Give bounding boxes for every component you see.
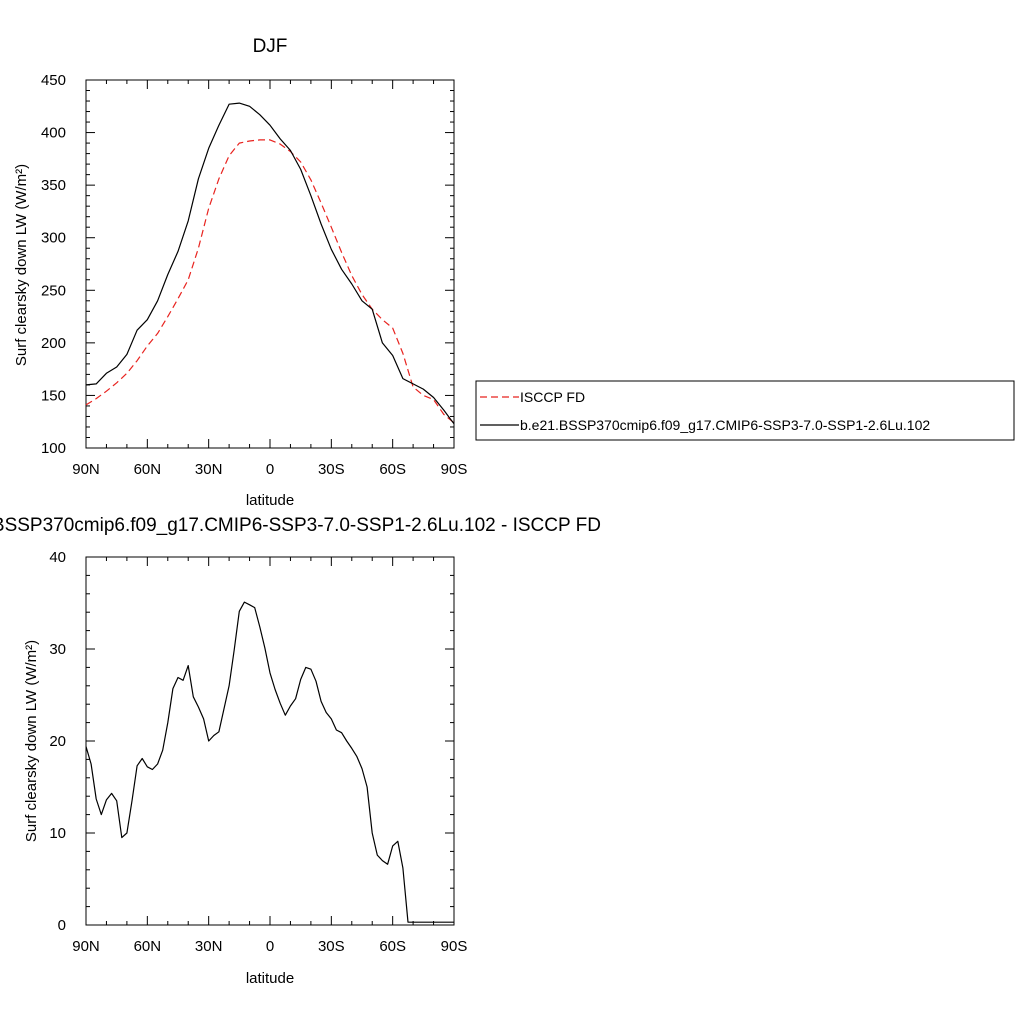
top-chart-y-tick-label: 400 [41,125,66,142]
top-chart-series-line-2 [85,102,455,425]
bottom-chart-title: b.e21.BSSP370cmip6.f09_g17.CMIP6-SSP3-7.… [0,515,601,536]
bottom-chart-x-tick-label: 60N [134,938,162,955]
top-chart-y-tick-label: 250 [41,282,66,299]
top-chart-y-tick-label: 300 [41,230,66,247]
top-chart-y-axis-label: Surf clearsky down LW (W/m²) [13,164,30,366]
bottom-chart-y-tick-label: 0 [58,917,66,934]
top-chart-x-tick-label: 30S [318,461,345,478]
top-chart-y-tick-label: 100 [41,440,66,457]
legend-label-isccp-fd: ISCCP FD [520,389,585,405]
bottom-chart-x-tick-label: 60S [379,938,406,955]
bottom-chart-x-tick-label: 30N [195,938,223,955]
top-chart-x-tick-label: 90S [441,461,468,478]
bottom-chart-x-axis-label: latitude [246,970,294,987]
bottom-chart-y-tick-label: 30 [49,641,66,658]
legend: ISCCP FD b.e21.BSSP370cmip6.f09_g17.CMIP… [475,380,1015,441]
top-chart-x-tick-label: 90N [72,461,100,478]
bottom-chart-series [85,601,454,923]
top-chart-x-tick-label: 0 [266,461,274,478]
top-chart-title: DJF [253,36,288,57]
bottom-chart-y-tick-label: 40 [49,549,66,566]
top-chart-y-tick-label: 450 [41,72,66,89]
top-chart-ticks: 90N 60N 30N 0 30S 60S 90S 100 150 200 250 300 350 400… [41,72,467,478]
bottom-chart-y-axis-label: Surf clearsky down LW (W/m²) [23,640,40,842]
legend-label-model: b.e21.BSSP370cmip6.f09_g17.CMIP6-SSP3-7.… [520,417,930,433]
top-chart-panel: DJF latitude Surf clearsky down LW (W/m²… [13,36,467,509]
bottom-chart-x-tick-label: 90S [441,938,468,955]
bottom-chart-y-tick-label: 20 [49,733,66,750]
bottom-chart-series-line-1 [85,601,454,923]
top-chart-y-tick-label: 350 [41,177,66,194]
bottom-chart-ticks: 90N 60N 30N 0 30S 60S 90S 0 10 20 30 40 [49,549,467,955]
top-chart-y-tick-label: 150 [41,387,66,404]
bottom-chart-x-tick-label: 30S [318,938,345,955]
top-chart-x-tick-label: 30N [195,461,223,478]
bottom-chart-x-tick-label: 90N [72,938,100,955]
top-chart-series-line-1 [85,139,455,424]
top-chart-x-tick-label: 60S [379,461,406,478]
bottom-chart-x-tick-label: 0 [266,938,274,955]
bottom-chart-plot-frame [85,556,455,926]
top-chart-series [85,102,455,425]
bottom-chart-y-tick-label: 10 [49,825,66,842]
top-chart-x-tick-label: 60N [134,461,162,478]
top-chart-y-tick-label: 200 [41,335,66,352]
top-chart-plot-frame [85,79,455,449]
top-chart-x-axis-label: latitude [246,492,294,509]
legend-box [475,380,1015,441]
bottom-chart-panel: b.e21.BSSP370cmip6.f09_g17.CMIP6-SSP3-7.… [0,515,601,987]
